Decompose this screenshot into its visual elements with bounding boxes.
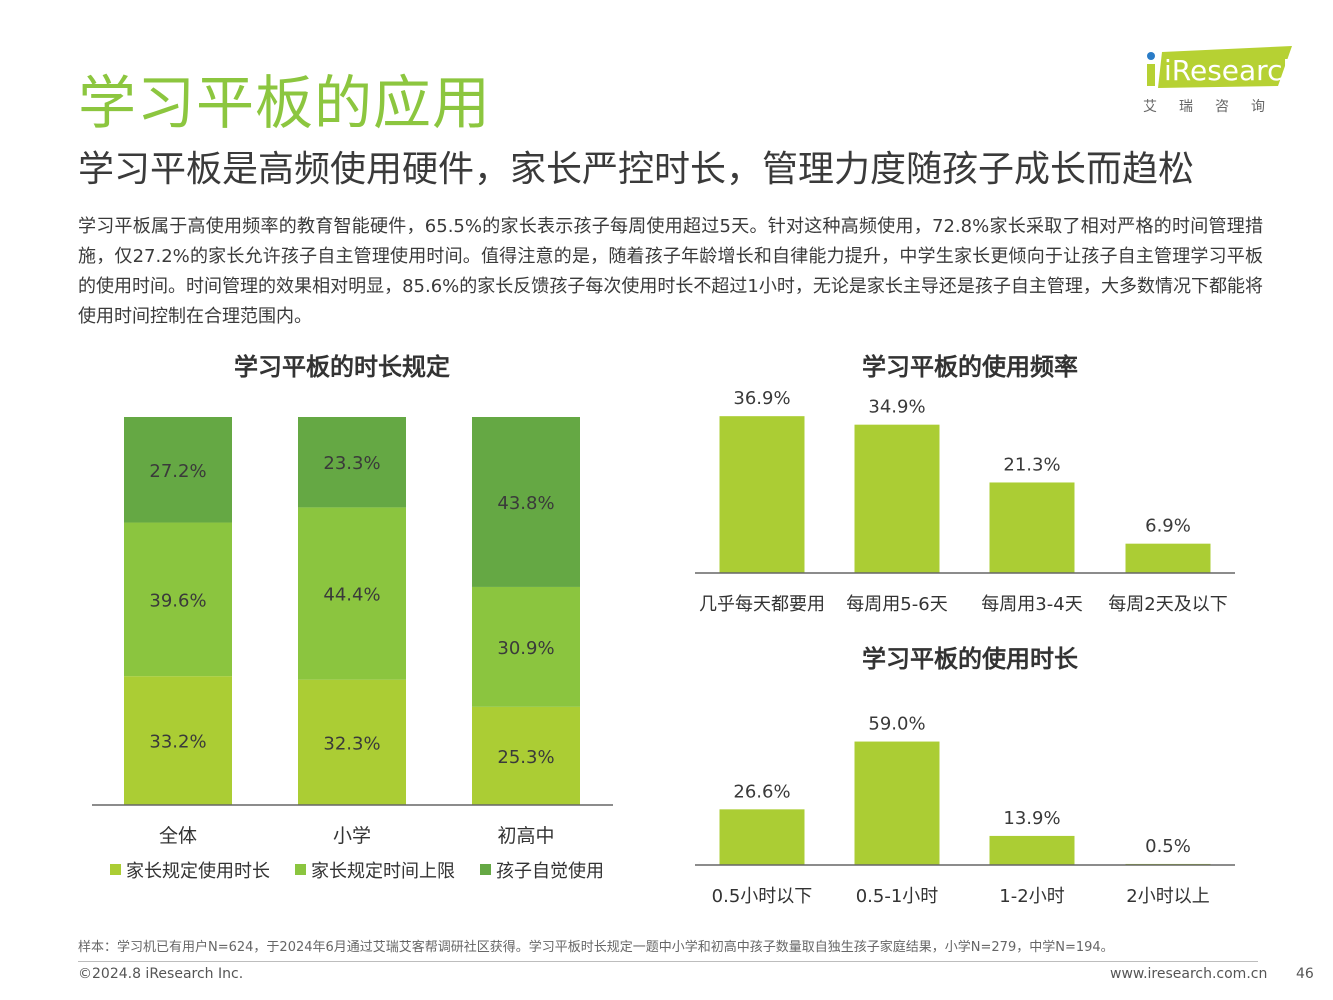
stacked-bar-segment [472, 586, 580, 707]
usage-frequency-chart: 学习平板的使用频率 36.9% 34.9%21.3%6.9% 几乎每天都要用 每周用… [695, 353, 1235, 615]
legend-label: 孩子自觉使用 [496, 861, 604, 882]
data-label: 33.2% [149, 732, 206, 753]
stacked-bar-segment [472, 706, 580, 805]
data-label: 13.9% [1003, 808, 1060, 829]
stacked-bar-segment [298, 507, 406, 680]
data-label: 39.6% [149, 590, 206, 611]
bar [854, 424, 940, 573]
data-label: 34.9% [868, 397, 925, 418]
stacked-bar-segment [472, 417, 580, 587]
stacked-bar-segment [124, 417, 232, 523]
x-tick-label: 每周2天及以下 [1108, 594, 1227, 615]
x-tick-label: 0.5小时以下 [712, 886, 813, 907]
data-label: 21.3% [1003, 454, 1060, 475]
footer-divider [78, 961, 1258, 962]
stacked-bar-segment [298, 679, 406, 805]
stacked-bar-segment [124, 676, 232, 805]
iresearch-logo: iResearch [1147, 46, 1300, 88]
data-label: 59.0% [868, 714, 925, 735]
duration-rules-chart: 学习平板的时长规定 33.2% 39.6% 27.2% 32.3% 44.4% 23.3%… [92, 353, 613, 882]
data-label: 36.9% [733, 388, 790, 409]
x-tick-label: 1-2小时 [999, 886, 1064, 907]
data-label: 23.3% [323, 453, 380, 474]
bar [989, 482, 1075, 573]
bar [989, 835, 1075, 865]
logo-tagline: 艾瑞咨询 [1143, 99, 1287, 115]
chart-title: 学习平板的使用频率 [862, 353, 1078, 381]
bar [854, 741, 940, 865]
data-label: 26.6% [733, 781, 790, 802]
data-label: 6.9% [1145, 516, 1191, 537]
data-label: 43.8% [497, 493, 554, 514]
copyright: ©2024.8 iResearch Inc. [78, 966, 244, 982]
usage-duration-chart: 学习平板的使用时长 26.6% 59.0% 13.9% 0.5% 0.5小时以下 0.5… [695, 645, 1235, 907]
chart-title: 学习平板的使用时长 [862, 645, 1079, 673]
page-title: 学习平板的应用 [78, 69, 492, 137]
stacked-bar-segment [124, 522, 232, 677]
x-tick-label: 小学 [333, 825, 371, 847]
chart-title: 学习平板的时长规定 [234, 353, 450, 381]
page-subtitle: 学习平板是高频使用硬件，家长严控时长，管理力度随孩子成长而趋松 [78, 149, 1195, 190]
data-label: 30.9% [497, 638, 554, 659]
x-tick-label: 每周用5-6天 [846, 594, 947, 615]
legend-swatch [480, 864, 491, 875]
legend-swatch [295, 864, 306, 875]
x-tick-label: 初高中 [497, 825, 554, 847]
x-tick-label: 几乎每天都要用 [699, 594, 825, 615]
data-label: 32.3% [323, 733, 380, 754]
stacked-bar-segment [298, 417, 406, 508]
page-number: 46 [1296, 966, 1314, 982]
bar [719, 809, 805, 865]
data-label: 27.2% [149, 461, 206, 482]
summary-text: 学习平板属于高使用频率的教育智能硬件，65.5%的家长表示孩子每周使用超过5天。… [78, 216, 1263, 327]
legend-label: 家长规定时间上限 [311, 861, 455, 882]
x-tick-label: 2小时以上 [1126, 886, 1209, 907]
data-label: 44.4% [323, 585, 380, 606]
sample-footnote: 样本：学习机已有用户N=624，于2024年6月通过艾瑞艾客帮调研社区获得。学习… [78, 940, 1114, 955]
legend-label: 家长规定使用时长 [126, 861, 270, 882]
logo-text: iResearch [1164, 54, 1300, 87]
data-label: 0.5% [1145, 836, 1191, 857]
bar [719, 416, 805, 573]
legend-swatch [110, 864, 121, 875]
bar [1125, 543, 1211, 573]
x-tick-label: 全体 [159, 825, 197, 847]
x-tick-label: 每周用3-4天 [981, 594, 1082, 615]
x-tick-label: 0.5-1小时 [856, 886, 939, 907]
data-label: 25.3% [497, 747, 554, 768]
website-link[interactable]: www.iresearch.com.cn [1110, 966, 1268, 982]
